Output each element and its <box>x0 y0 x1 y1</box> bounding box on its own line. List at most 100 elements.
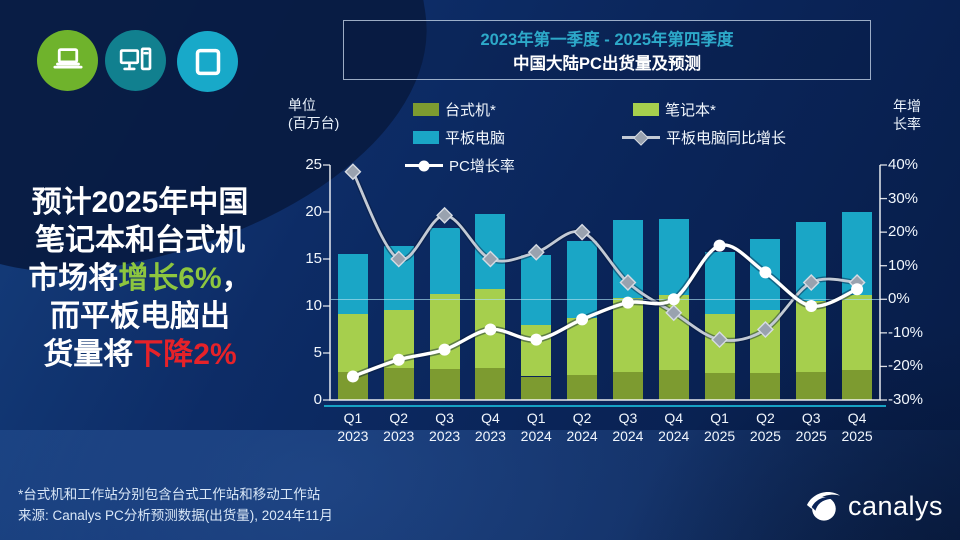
left-axis-tick-label: 25 <box>305 156 322 173</box>
headline-line: 而平板电脑出 <box>2 298 278 336</box>
right-axis-unit-label: 年增 长率 <box>893 98 921 132</box>
x-axis-year-label: 2025 <box>841 428 873 444</box>
x-axis-year-label: 2024 <box>658 428 690 444</box>
source-note: 来源: Canalys PC分析预测数据(出货量), 2024年11月 <box>18 508 333 523</box>
x-axis-quarter-label: Q2 <box>756 410 775 426</box>
bar-segment-notebook <box>337 314 368 372</box>
bar-segment-notebook <box>842 294 873 370</box>
pc-growth-data-point <box>530 333 543 346</box>
footnote: *台式机和工作站分别包含台式工作站和移动工作站 <box>18 487 321 502</box>
tablet-icon <box>177 31 238 92</box>
tablet-yoy-data-point <box>802 274 820 291</box>
bar-segment-desktop <box>796 371 827 400</box>
x-axis-quarter-label: Q3 <box>435 410 454 426</box>
bar-segment-notebook <box>567 318 598 375</box>
chart-period: 2023年第一季度 - 2025年第四季度 <box>480 31 734 49</box>
tablet-yoy-data-point <box>756 321 774 338</box>
headline-line: 市场将增长6%， <box>2 260 278 298</box>
headline-text: 货量将 <box>43 338 134 371</box>
tablet-yoy-data-point <box>390 250 408 268</box>
right-axis-tick-label: -20% <box>888 357 924 375</box>
pc-growth-data-point <box>346 370 359 383</box>
tablet-yoy-data-point <box>573 223 591 241</box>
x-axis-quarter-label: Q4 <box>481 410 500 426</box>
pc-growth-data-point <box>759 266 772 279</box>
x-axis-quarter-label: Q2 <box>572 410 592 426</box>
x-axis-year-label: 2024 <box>520 428 552 444</box>
x-axis-year-label: 2025 <box>704 428 736 444</box>
zero-percent-gridline <box>331 299 880 301</box>
right-axis-tick-label: 30% <box>888 189 919 207</box>
bar-segment-desktop <box>612 371 643 400</box>
x-axis-year-label: 2024 <box>612 428 644 444</box>
tablet-yoy-data-point <box>665 304 683 322</box>
bar-segment-desktop <box>429 368 460 400</box>
right-axis-tick-label: 10% <box>888 256 919 274</box>
chart-title-box: 2023年第一季度 - 2025年第四季度 中国大陆PC出货量及预测 <box>343 20 871 80</box>
headline-text: 而平板电脑出 <box>50 300 230 333</box>
x-axis-year-label: 2025 <box>795 428 827 444</box>
notebook-swatch <box>633 103 659 116</box>
canalys-logo: canalys <box>806 489 943 523</box>
bar-segment-notebook <box>521 324 552 377</box>
tablet-yoy-line-swatch <box>622 129 660 146</box>
pc-growth-data-point <box>621 296 634 309</box>
bar-segment-desktop <box>475 368 506 400</box>
headline-text: 下降2% <box>133 338 237 371</box>
legend-label: 笔记本* <box>665 102 716 119</box>
right-axis-tick-label: -30% <box>888 391 924 408</box>
chart-title: 中国大陆PC出货量及预测 <box>513 55 701 73</box>
legend-label: 台式机* <box>445 102 496 119</box>
x-axis-year-label: 2023 <box>383 428 415 444</box>
x-axis-quarter-label: Q3 <box>618 410 638 426</box>
x-axis-year-label: 2024 <box>566 428 598 444</box>
tablet-yoy-data-point <box>527 243 545 261</box>
x-axis-quarter-label: Q1 <box>343 410 363 426</box>
bar-segment-desktop <box>704 372 735 400</box>
x-axis-quarter-label: Q2 <box>389 410 409 426</box>
tablet-yoy-data-point <box>344 163 362 181</box>
left-axis-tick-label: 20 <box>305 203 322 220</box>
bar-segment-notebook <box>429 293 460 369</box>
pc-growth-data-point <box>667 293 680 306</box>
x-axis-year-label: 2023 <box>429 428 461 444</box>
bar-segment-notebook <box>612 297 643 372</box>
legend-item-tablet: 平板电脑 <box>413 127 505 148</box>
x-axis-quarter-label: Q1 <box>526 410 546 426</box>
headline-text: ， <box>221 262 252 295</box>
left-axis-tick-label: 0 <box>313 391 322 408</box>
tablet-yoy-data-point <box>619 274 637 291</box>
accent-underline <box>324 405 886 407</box>
legend-label: 平板电脑同比增长 <box>666 130 787 147</box>
bar-segment-tablet <box>429 227 460 294</box>
canalys-logo-text: canalys <box>848 490 944 521</box>
headline-text: 笔记本和台式机 <box>35 224 245 257</box>
x-axis-year-label: 2025 <box>749 428 781 444</box>
x-axis-quarter-label: Q3 <box>801 410 821 426</box>
right-axis-tick-label: 20% <box>888 223 919 241</box>
headline-line: 笔记本和台式机 <box>2 222 278 260</box>
bar-segment-notebook <box>796 301 827 372</box>
pc-growth-marker <box>418 160 430 171</box>
left-axis-tick-label: 10 <box>305 297 322 314</box>
tablet-yoy-data-point <box>481 250 499 268</box>
right-axis-tick-label: 0% <box>888 290 910 308</box>
legend-item-tablet-yoy: 平板电脑同比增长 <box>622 127 786 148</box>
headline: 预计2025年中国 笔记本和台式机 市场将增长6%， 而平板电脑出 货量将下降2% <box>2 184 278 374</box>
legend-label: 平板电脑 <box>445 130 506 147</box>
pc-growth-data-point <box>851 283 864 296</box>
desktop-pc-icon <box>105 30 166 91</box>
tablet-yoy-data-point <box>436 206 454 224</box>
headline-text: 增长6% <box>118 262 222 295</box>
left-axis-tick-label: 5 <box>313 344 322 361</box>
left-axis-unit-label: 单位 (百万台) <box>288 97 340 131</box>
tablet-yoy-data-point <box>711 331 729 349</box>
legend-item-desktop: 台式机* <box>413 99 496 120</box>
pc-growth-data-point <box>805 300 818 312</box>
right-axis-tick-label: 40% <box>888 156 919 173</box>
x-axis-year-label: 2023 <box>474 428 506 444</box>
bar-segment-tablet <box>658 218 689 295</box>
left-axis-tick-label: 15 <box>305 250 322 267</box>
bar-segment-desktop <box>842 369 873 400</box>
